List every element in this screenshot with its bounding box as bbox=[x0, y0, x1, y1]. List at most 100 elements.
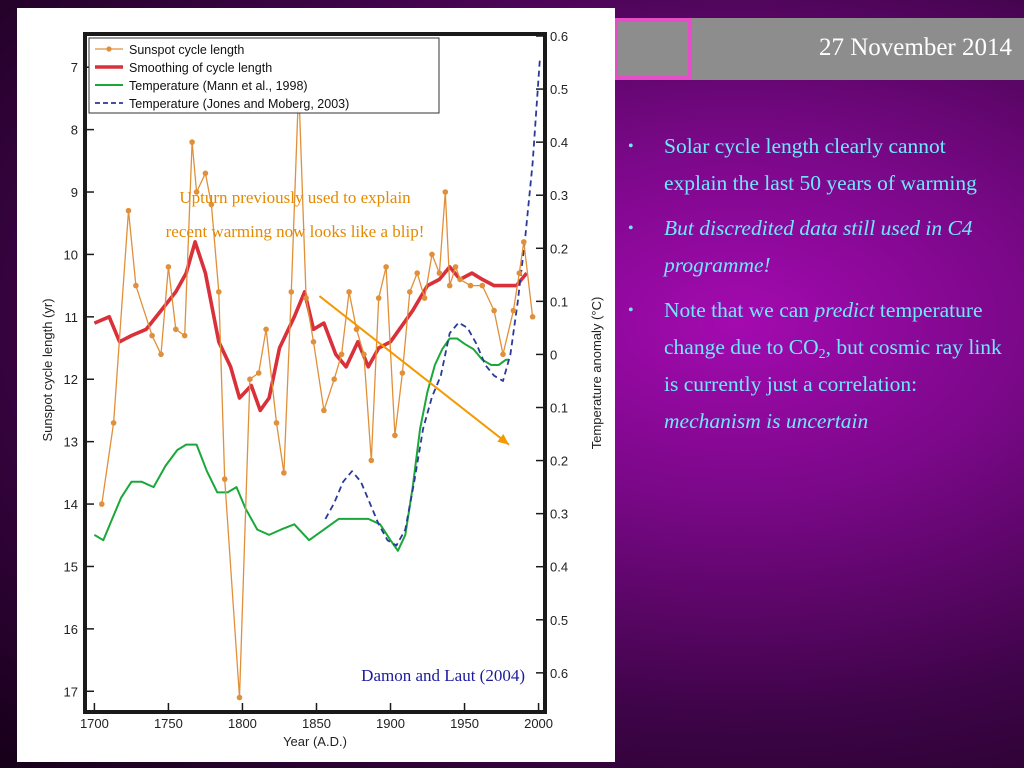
annotation-arrowhead bbox=[497, 434, 509, 445]
subscript: 2 bbox=[818, 347, 826, 362]
sunspot-point bbox=[491, 307, 497, 314]
sunspot-point bbox=[407, 289, 413, 295]
y-left-tick-label: 10 bbox=[64, 247, 78, 262]
y-right-tick-label: 0.1 bbox=[550, 400, 568, 415]
y-right-tick-label: 0.5 bbox=[550, 82, 568, 97]
y-left-tick-label: 13 bbox=[64, 435, 78, 450]
sunspot-point bbox=[457, 276, 463, 283]
y-left-tick-label: 12 bbox=[64, 372, 78, 387]
sunspot-point bbox=[361, 351, 367, 358]
sunspot-point bbox=[392, 432, 398, 439]
slide-date: 27 November 2014 bbox=[818, 34, 1012, 61]
y-left-tick-label: 15 bbox=[64, 559, 78, 574]
x-tick-label: 2000 bbox=[524, 716, 553, 731]
sunspot-point bbox=[236, 694, 243, 701]
credit-text: Damon and Laut (2004) bbox=[361, 666, 525, 685]
sunspot-point bbox=[452, 264, 459, 270]
y-axis-label-right: Temperature anomaly (°C) bbox=[589, 297, 604, 450]
x-tick-label: 1750 bbox=[154, 716, 183, 731]
y-right-tick-label: 0.6 bbox=[550, 666, 568, 681]
series-sunspot-line bbox=[101, 85, 534, 699]
legend-entry: Temperature (Jones and Moberg, 2003) bbox=[129, 97, 349, 111]
legend-entry: Sunspot cycle length bbox=[129, 43, 244, 57]
annotation-arrow bbox=[318, 295, 510, 446]
sunspot-point bbox=[255, 370, 262, 376]
sunspot-point bbox=[500, 351, 506, 358]
annotation-line-1: Upturn previously used to explain bbox=[179, 188, 411, 207]
x-tick-label: 1700 bbox=[80, 716, 109, 731]
figure-panel: 1700 1750 1800 1850 1900 1950 2000 7 8 9 10 11 12 13 1… bbox=[17, 8, 615, 762]
legend-marker-sunspot bbox=[106, 46, 112, 52]
sunspot-point bbox=[208, 201, 215, 208]
series-jones-line bbox=[324, 57, 541, 547]
sunspot-point bbox=[193, 189, 200, 195]
sunspot-point bbox=[399, 370, 406, 376]
sunspot-point bbox=[414, 270, 421, 276]
sunspot-point bbox=[510, 307, 517, 314]
y-right-tick-label: 0.6 bbox=[550, 29, 568, 44]
sunspot-point bbox=[529, 314, 536, 320]
y-left-tick-label: 16 bbox=[64, 622, 78, 637]
sunspot-point bbox=[165, 264, 172, 270]
sunspot-point bbox=[375, 295, 382, 301]
sunspot-point bbox=[521, 239, 527, 245]
date-banner: 27 November 2014 bbox=[614, 18, 1024, 80]
chart: 1700 1750 1800 1850 1900 1950 2000 7 8 9 10 11 12 13 1… bbox=[40, 29, 604, 749]
sunspot-point bbox=[202, 170, 209, 177]
sunspot-point bbox=[442, 189, 449, 195]
bullet-emphasis: predict bbox=[814, 298, 875, 322]
sunspot-point bbox=[110, 420, 117, 426]
x-tick-label: 1900 bbox=[376, 716, 405, 731]
series-mann-line bbox=[93, 337, 509, 552]
sunspot-point bbox=[125, 207, 132, 214]
sunspot-point bbox=[421, 295, 428, 301]
bullet-text: Note that we can bbox=[664, 298, 815, 322]
sunspot-point bbox=[133, 282, 139, 289]
sunspot-point bbox=[346, 289, 352, 295]
y-right-tick-label: 0.3 bbox=[550, 507, 568, 522]
y-right-tick-label: 0.3 bbox=[550, 188, 568, 203]
x-axis-label: Year (A.D.) bbox=[283, 734, 347, 749]
sunspot-point bbox=[99, 501, 105, 507]
sunspot-point bbox=[149, 332, 155, 339]
bullet-item: • Note that we can predict temperature c… bbox=[628, 292, 1010, 440]
accent-frame bbox=[614, 18, 692, 80]
bullet-text: Solar cycle length clearly cannot explai… bbox=[664, 134, 977, 195]
bullet-text: But discredited data still used in C4 pr… bbox=[664, 216, 973, 277]
sunspot-point bbox=[288, 289, 295, 295]
y-right-tick-label: 0.4 bbox=[550, 560, 568, 575]
legend-box bbox=[88, 37, 440, 114]
bullet-list: • Solar cycle length clearly cannot expl… bbox=[628, 128, 1010, 448]
y-left-tick-label: 14 bbox=[64, 497, 78, 512]
bullet-emphasis: mechanism is uncertain bbox=[664, 409, 869, 433]
sunspot-point bbox=[383, 264, 389, 270]
legend-entry: Temperature (Mann et al., 1998) bbox=[129, 79, 308, 93]
bullet-item: • But discredited data still used in C4 … bbox=[628, 210, 1010, 284]
y-left-tick-label: 8 bbox=[71, 123, 78, 138]
bullet-dot-icon: • bbox=[628, 138, 634, 155]
sunspot-point bbox=[353, 326, 360, 333]
y-right-tick-label: 0.2 bbox=[550, 454, 568, 469]
sunspot-point bbox=[181, 332, 188, 339]
sunspot-point bbox=[429, 251, 435, 258]
sunspot-point bbox=[281, 470, 287, 476]
bullet-dot-icon: • bbox=[628, 302, 634, 319]
sunspot-point bbox=[263, 326, 269, 333]
annotation-line-2: recent warming now looks like a blip! bbox=[166, 222, 425, 241]
legend: Sunspot cycle length Smoothing of cycle … bbox=[88, 37, 440, 114]
sunspot-point bbox=[446, 282, 453, 289]
bullet-item: • Solar cycle length clearly cannot expl… bbox=[628, 128, 1010, 202]
sunspot-point bbox=[303, 295, 309, 301]
y-right-tick-label: 0.1 bbox=[550, 294, 568, 309]
y-left-tick-label: 9 bbox=[71, 185, 78, 200]
x-tick-label: 1850 bbox=[302, 716, 331, 731]
y-right-tick-label: 0.4 bbox=[550, 135, 568, 150]
sunspot-point bbox=[479, 282, 486, 289]
sunspot-point bbox=[368, 457, 375, 464]
sunspot-point bbox=[173, 326, 179, 333]
x-tick-label: 1950 bbox=[450, 716, 479, 731]
y-right-tick-label: 0 bbox=[550, 347, 557, 362]
sunspot-point bbox=[516, 270, 523, 276]
legend-entry: Smoothing of cycle length bbox=[129, 61, 272, 75]
y-axis-label-left: Sunspot cycle length (yr) bbox=[40, 298, 55, 441]
